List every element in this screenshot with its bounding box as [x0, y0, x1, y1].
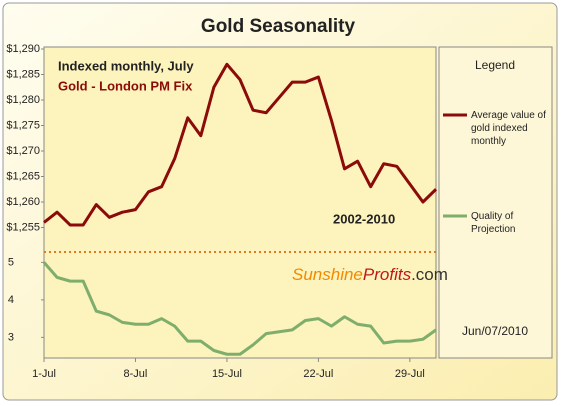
x-tick-label: 15-Jul — [212, 368, 242, 380]
logo-part: Sunshine — [292, 265, 363, 284]
logo-part: .com — [411, 265, 448, 284]
y-tick-label: $1,265 — [6, 170, 40, 182]
logo-part: Profits — [363, 265, 412, 284]
date: Jun/07/2010 — [462, 324, 528, 338]
period: 2002-2010 — [333, 211, 395, 226]
x-tick-label: 1-Jul — [32, 368, 56, 380]
logo: SunshineProfits.com — [292, 265, 448, 284]
y-tick-label: $1,280 — [6, 94, 40, 106]
x-tick-label: 29-Jul — [395, 368, 425, 380]
y-tick-label: $1,260 — [6, 196, 40, 208]
y-tick-label: 4 — [8, 294, 14, 306]
legend-entry: Average value of gold indexed monthly — [471, 110, 546, 147]
y-tick-label: $1,285 — [6, 68, 40, 80]
legend-box — [438, 46, 553, 359]
x-tick-label: 8-Jul — [124, 368, 148, 380]
y-tick-label: 5 — [8, 256, 14, 268]
y-tick-label: $1,255 — [6, 221, 40, 233]
plot-area — [43, 46, 437, 359]
chart-title: Gold Seasonality — [201, 16, 356, 37]
legend-title: Legend — [475, 58, 515, 72]
series-label: Gold - London PM Fix — [58, 78, 193, 93]
series-line — [42, 261, 437, 356]
y-tick-label: 3 — [8, 331, 14, 343]
y-tick-label: $1,270 — [6, 145, 40, 157]
y-tick-label: $1,275 — [6, 119, 40, 131]
x-tick-label: 22-Jul — [303, 368, 333, 380]
legend-entry: Quality of Projection — [471, 211, 516, 235]
series-line — [43, 62, 438, 227]
y-tick-label: $1,290 — [6, 43, 40, 55]
subtitle: Indexed monthly, July — [58, 58, 194, 73]
